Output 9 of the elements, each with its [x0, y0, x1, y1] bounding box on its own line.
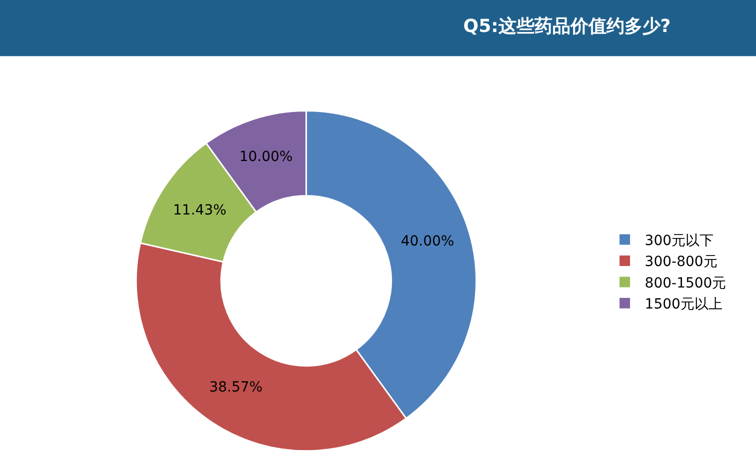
data-label: 40.00%	[400, 233, 454, 250]
legend-label: 800-1500元	[644, 275, 726, 292]
data-label: 38.57%	[209, 379, 263, 396]
chart-title: Q5:这些药品价值约多少?	[463, 16, 671, 38]
legend-label: 300-800元	[644, 254, 718, 270]
data-label: 11.43%	[173, 202, 226, 219]
legend-label: 300元以下	[644, 233, 714, 249]
data-label: 10.00%	[239, 149, 293, 166]
legend-label: 1500元以上	[644, 296, 722, 313]
